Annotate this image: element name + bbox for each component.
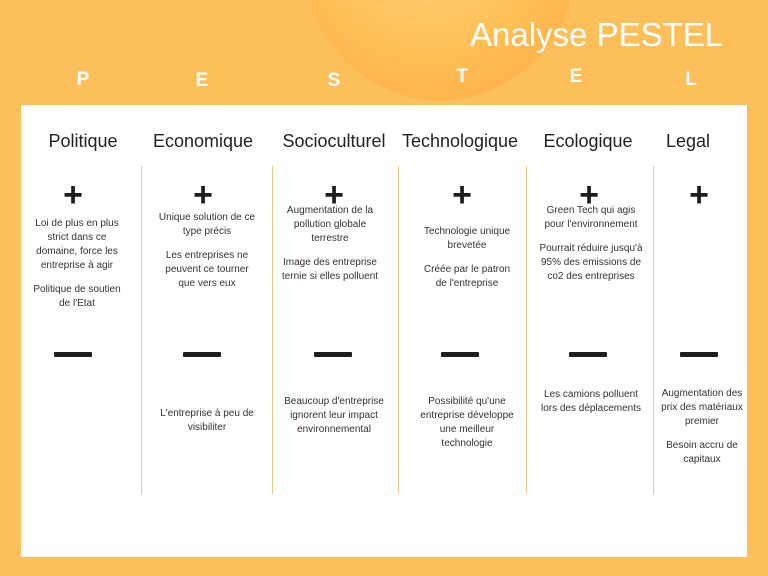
list-item: Possibilité qu'une entreprise développe … — [420, 396, 514, 449]
technologique-plus-list: Technologie unique brevetée Créée par le… — [417, 225, 517, 301]
list-item: Politique de soutien de l'Etat — [33, 284, 121, 309]
list-item: Pourrait réduire jusqu'à 95% des emissio… — [539, 243, 643, 282]
list-item: Technologie unique brevetée — [423, 226, 511, 251]
list-item: Loi de plus en plus strict dans ce domai… — [35, 218, 119, 271]
list-item: Unique solution de ce type précis — [158, 212, 256, 237]
column-divider — [526, 166, 527, 494]
column-divider — [653, 166, 654, 494]
minus-icon — [441, 352, 479, 357]
column-divider — [398, 166, 399, 494]
politique-plus-list: Loi de plus en plus strict dans ce domai… — [29, 217, 125, 321]
socioculturel-minus-list: Beaucoup d'entreprise ignorent leur impa… — [282, 395, 386, 447]
column-title-ecologique: Ecologique — [543, 131, 633, 151]
minus-icon — [183, 352, 221, 357]
letter-s: S — [327, 70, 341, 91]
column-title-economique: Economique — [152, 131, 254, 151]
list-item: Les camions polluent lors des déplacemen… — [540, 389, 642, 414]
minus-icon — [314, 352, 352, 357]
column-title-legal: Legal — [665, 131, 711, 151]
socioculturel-plus-list: Augmentation de la pollution globale ter… — [280, 204, 380, 294]
minus-icon — [54, 352, 92, 357]
column-title-politique: Politique — [48, 131, 118, 151]
list-item: Besoin accru de capitaux — [666, 440, 738, 465]
minus-icon — [569, 352, 607, 357]
plus-icon: + — [452, 176, 472, 214]
ecologique-plus-list: Green Tech qui agis pour l'environnement… — [539, 204, 643, 294]
column-title-socioculturel: Socioculturel — [282, 131, 386, 151]
letter-l: L — [685, 69, 697, 90]
list-item: Créée par le patron de l'entreprise — [423, 264, 511, 289]
letter-p: P — [76, 69, 90, 90]
plus-icon: + — [689, 176, 709, 214]
plus-icon: + — [324, 176, 344, 214]
pestel-card: Politique + Loi de plus en plus strict d… — [21, 105, 747, 557]
plus-icon: + — [193, 176, 213, 214]
column-title-technologique: Technologique — [401, 131, 519, 151]
list-item: Augmentation des prix des matériaux prem… — [661, 388, 743, 427]
legal-minus-list: Augmentation des prix des matériaux prem… — [658, 387, 746, 477]
list-item: Les entreprises ne peuvent ce tourner qu… — [165, 250, 249, 289]
economique-minus-list: L'entreprise à peu de visibiliter — [152, 407, 262, 445]
letter-t: T — [456, 66, 468, 87]
page-title: Analyse PESTEL — [470, 16, 724, 53]
list-item: Augmentation de la pollution globale ter… — [286, 205, 374, 244]
list-item: Green Tech qui agis pour l'environnement — [544, 205, 638, 230]
list-item: Beaucoup d'entreprise ignorent leur impa… — [284, 396, 384, 435]
economique-plus-list: Unique solution de ce type précis Les en… — [158, 211, 256, 301]
column-divider — [141, 166, 142, 494]
letter-e: E — [195, 70, 209, 91]
technologique-minus-list: Possibilité qu'une entreprise développe … — [416, 395, 518, 461]
list-item: L'entreprise à peu de visibiliter — [160, 408, 254, 433]
column-divider — [272, 166, 273, 494]
minus-icon — [680, 352, 718, 357]
letter-e-2: E — [569, 66, 583, 87]
plus-icon: + — [63, 176, 83, 214]
plus-icon: + — [579, 176, 599, 214]
ecologique-minus-list: Les camions polluent lors des déplacemen… — [539, 388, 643, 426]
list-item: Image des entreprise ternie si elles pol… — [281, 257, 379, 282]
